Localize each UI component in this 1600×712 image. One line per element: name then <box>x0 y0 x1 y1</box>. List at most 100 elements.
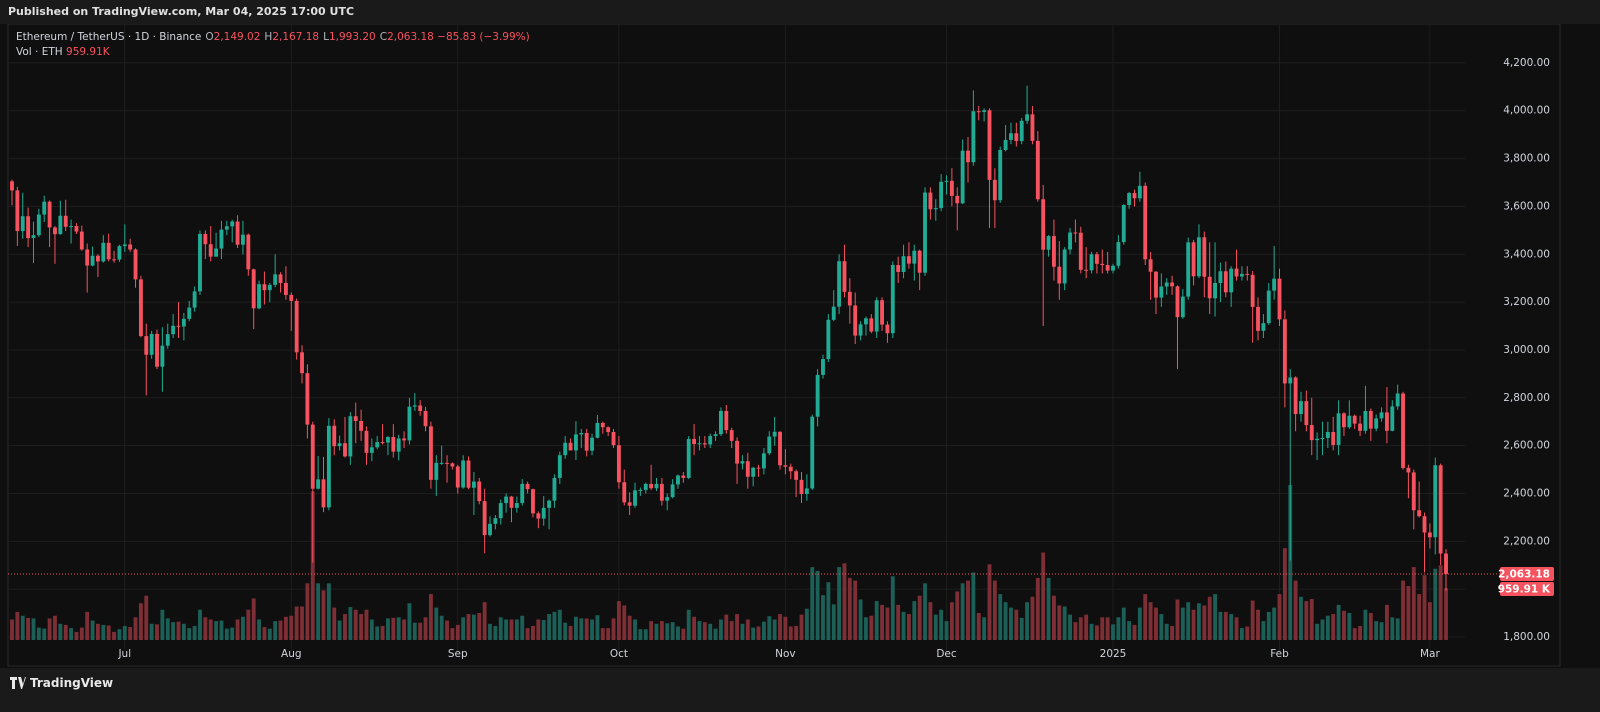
candle-body <box>300 352 304 374</box>
volume-bar <box>1422 575 1427 640</box>
volume-bar <box>1170 625 1175 640</box>
candle-body <box>95 255 100 262</box>
candle-body <box>826 319 831 360</box>
volume-bar <box>1299 596 1303 640</box>
candle-body <box>461 460 466 488</box>
volume-bar <box>1239 628 1244 640</box>
candle-body <box>482 501 487 536</box>
volume-bar <box>455 624 460 640</box>
volume-bar <box>681 628 686 640</box>
volume-bar <box>1293 580 1298 640</box>
volume-bar <box>966 580 970 640</box>
candle-body <box>579 432 584 435</box>
volume-bar <box>1229 614 1234 640</box>
volume-bar <box>1325 615 1330 640</box>
y-tick-label: 1,800.00 <box>1503 631 1550 643</box>
candle-body <box>1325 432 1330 438</box>
volume-bar <box>1379 622 1384 640</box>
volume-bar <box>611 618 616 640</box>
y-tick-label: 4,000.00 <box>1503 105 1550 117</box>
volume-bar <box>1164 623 1169 640</box>
candle-body <box>439 462 444 464</box>
volume-bar <box>445 620 449 640</box>
volume-bar <box>799 614 804 640</box>
candle-body <box>1164 282 1169 287</box>
volume-bar <box>128 627 133 640</box>
volume-bar <box>1014 609 1019 640</box>
volume-bar <box>278 620 283 640</box>
candle-body <box>568 442 573 451</box>
volume-bar <box>1019 617 1024 640</box>
candle-body <box>525 483 530 490</box>
y-tick-label: 2,800.00 <box>1503 392 1550 404</box>
volume-bar <box>138 603 143 640</box>
volume-bar <box>198 609 202 640</box>
candle-body <box>1256 306 1260 331</box>
candle-body <box>117 246 122 260</box>
candle-body <box>1277 278 1282 320</box>
candle-body <box>740 461 745 464</box>
y-tick-label: 4,200.00 <box>1503 57 1550 69</box>
candle-body <box>1180 296 1185 318</box>
candle-body <box>455 466 460 488</box>
candle-body <box>504 496 509 504</box>
field-value: 2,149.02 <box>213 31 261 43</box>
volume-bar <box>36 627 41 640</box>
candle-body <box>659 483 664 501</box>
volume-bar <box>858 599 863 640</box>
volume-bar <box>176 621 181 640</box>
candle-body <box>982 110 987 112</box>
candle-body <box>987 110 992 180</box>
volume-bar <box>1417 594 1422 640</box>
volume-bar <box>1191 609 1196 640</box>
candle-body <box>611 432 616 446</box>
brand-logo <box>10 677 26 689</box>
candle-body <box>1127 193 1132 205</box>
volume-bar <box>1282 548 1287 640</box>
volume-bar <box>697 621 702 640</box>
volume-bar <box>745 619 750 640</box>
candle-body <box>971 111 976 163</box>
candle-body <box>1132 193 1137 199</box>
volume-bar <box>992 580 997 640</box>
candle-body <box>15 190 20 232</box>
candle-body <box>1213 282 1217 299</box>
volume-bar <box>402 619 407 640</box>
volume-bar <box>1444 588 1448 640</box>
volume-bar <box>1154 607 1158 640</box>
volume-bar <box>987 564 992 640</box>
volume-bar <box>1111 624 1115 640</box>
volume-bar <box>595 615 600 640</box>
candle-body <box>332 425 337 447</box>
volume-bar <box>1030 596 1035 640</box>
candle-body <box>63 215 68 227</box>
candle-body <box>627 502 632 506</box>
candle-body <box>665 497 670 501</box>
volume-bar <box>224 628 229 640</box>
ohlc-fields: O2,149.02 H2,167.18 L1,993.20 C2,063.18 <box>201 31 433 43</box>
published-note: Published on TradingView.com, Mar 04, 20… <box>8 5 355 18</box>
volume-bar <box>165 618 170 640</box>
candle-body <box>58 215 63 235</box>
candle-body <box>149 333 154 355</box>
volume-bar <box>1062 606 1067 640</box>
candle-body <box>294 300 299 353</box>
candle-body <box>1374 418 1379 429</box>
volume-bar <box>332 607 337 640</box>
volume-bar <box>364 609 369 640</box>
volume-bar <box>547 614 552 640</box>
candle-body <box>1272 278 1277 291</box>
candle-body <box>520 483 525 504</box>
volume-bar <box>901 611 906 640</box>
candle-body <box>917 250 922 273</box>
volume-bar <box>257 619 261 640</box>
volume-bar <box>1121 607 1126 640</box>
candle-body <box>1395 393 1400 407</box>
candle-body <box>880 300 885 325</box>
volume-bar <box>310 491 315 640</box>
last-price-label: 2,063.18 <box>1498 569 1550 581</box>
candle-body <box>283 282 288 295</box>
volume-bar <box>1406 585 1411 640</box>
candle-body <box>896 265 901 272</box>
